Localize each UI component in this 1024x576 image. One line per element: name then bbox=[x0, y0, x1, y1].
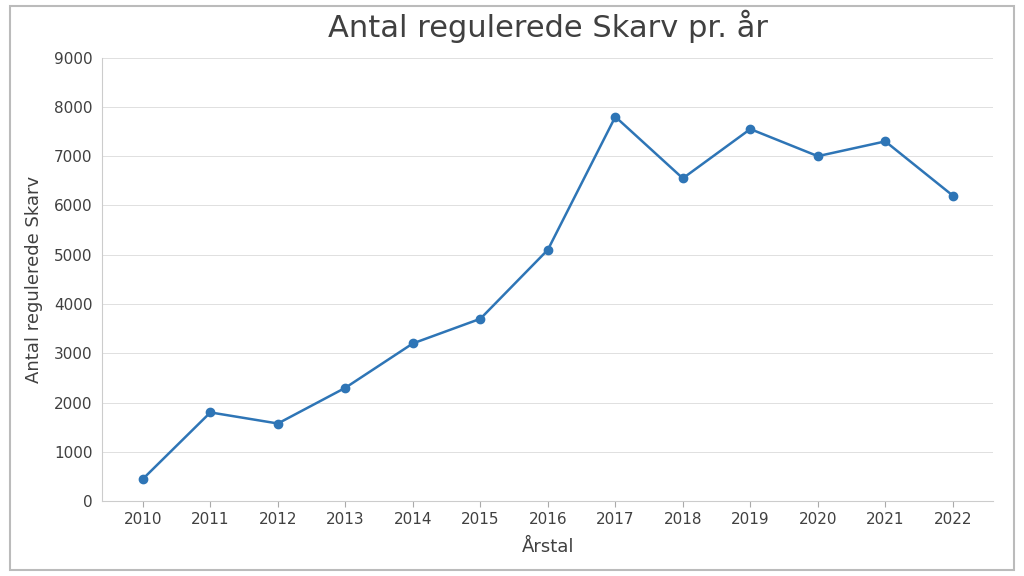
Title: Antal regulerede Skarv pr. år: Antal regulerede Skarv pr. år bbox=[328, 9, 768, 43]
X-axis label: Årstal: Årstal bbox=[521, 537, 574, 556]
Y-axis label: Antal regulerede Skarv: Antal regulerede Skarv bbox=[25, 176, 43, 383]
